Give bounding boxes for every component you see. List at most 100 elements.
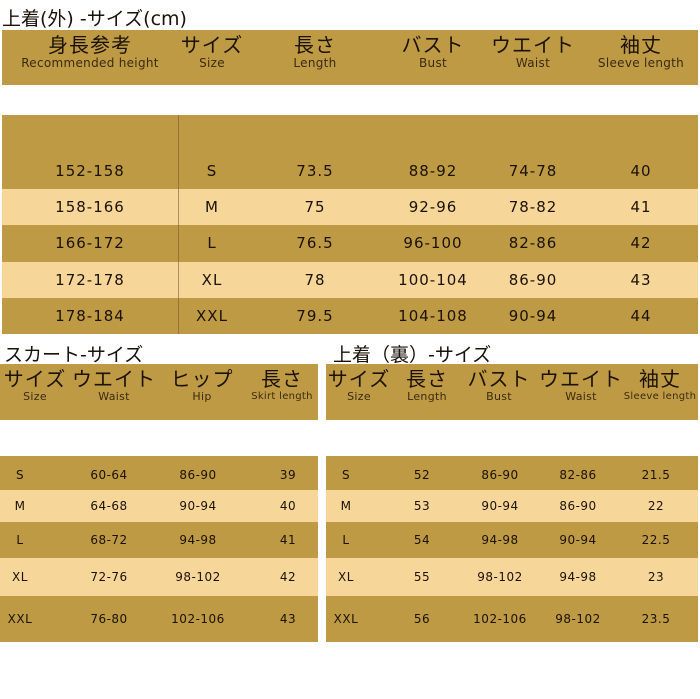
- column-divider: [178, 115, 179, 334]
- cell-size: XL: [201, 271, 223, 289]
- header-en: Size: [23, 390, 47, 403]
- skirt-size-table: サイズ Size ウエイト Waist ヒップ Hip 長さ Skirt len…: [0, 364, 318, 642]
- header-jp: ウエイト: [539, 367, 623, 391]
- top-size-table: 身長参考 Recommended height サイズ Size 長さ Leng…: [2, 30, 698, 334]
- table-row: XXL 76-80 102-106 43: [0, 596, 318, 642]
- table-row: 158-166 M 75 92-96 78-82 41: [2, 189, 698, 225]
- header-bust: バスト Bust: [384, 30, 482, 70]
- header-size: サイズ Size: [178, 30, 246, 70]
- header-jp: 袖丈: [639, 367, 681, 391]
- cell-height: 166-172: [55, 234, 125, 252]
- table-row: S 52 86-90 82-86 21.5: [326, 460, 698, 490]
- header-waist: ウエイト Waist: [536, 364, 626, 404]
- cell-waist: 86-90: [559, 499, 597, 513]
- inner-size-table: サイズ Size 長さ Length バスト Bust ウエイト Waist 袖…: [326, 364, 698, 644]
- cell-sleeve: 42: [630, 234, 652, 252]
- header-jp: 長さ: [294, 33, 336, 57]
- cell-length: 40: [279, 499, 297, 513]
- header-gap: [326, 420, 698, 456]
- cell-bust: 86-90: [481, 468, 519, 482]
- header-waist: ウエイト Waist: [70, 364, 158, 404]
- table-row: 172-178 XL 78 100-104 86-90 43: [2, 262, 698, 298]
- cell-length: 56: [413, 612, 431, 626]
- header-jp: 袖丈: [620, 33, 662, 57]
- cell-size: L: [16, 533, 24, 547]
- header-waist: ウエイト Waist: [482, 30, 584, 70]
- top-table-title: 上着(外) -サイズ(cm): [2, 8, 187, 30]
- cell-size: S: [341, 468, 351, 482]
- header-jp: ウエイト: [491, 33, 575, 57]
- cell-waist: 98-102: [555, 612, 601, 626]
- table-row: XXL 56 102-106 98-102 23.5: [326, 596, 698, 642]
- header-en: Size: [347, 390, 371, 403]
- table-row: 166-172 L 76.5 96-100 82-86 42: [2, 225, 698, 262]
- cell-waist: 90-94: [559, 533, 597, 547]
- header-recommended-height: 身長参考 Recommended height: [2, 30, 178, 70]
- cell-length: 41: [279, 533, 297, 547]
- cell-height: 158-166: [55, 198, 125, 216]
- header-en: Skirt length: [251, 391, 313, 402]
- cell-length: 79.5: [296, 307, 334, 325]
- cell-waist: 64-68: [90, 499, 128, 513]
- cell-waist: 68-72: [90, 533, 128, 547]
- header-skirt-length: 長さ Skirt length: [246, 364, 318, 404]
- header-jp: バスト: [401, 33, 465, 57]
- cell-bust: 96-100: [403, 234, 463, 252]
- cell-sleeve: 23.5: [641, 612, 671, 626]
- cell-bust: 92-96: [408, 198, 458, 216]
- header-en: Waist: [565, 390, 597, 403]
- cell-waist: 76-80: [90, 612, 128, 626]
- cell-size: XL: [338, 570, 354, 584]
- top-table-header: 身長参考 Recommended height サイズ Size 長さ Leng…: [2, 30, 698, 85]
- header-jp: サイズ: [327, 367, 391, 391]
- cell-height: 178-184: [55, 307, 125, 325]
- header-jp: 身長参考: [48, 33, 132, 57]
- cell-size: S: [15, 468, 25, 482]
- cell-hip: 94-98: [179, 533, 217, 547]
- table-row: XL 72-76 98-102 42: [0, 558, 318, 596]
- cell-size: XXL: [196, 307, 228, 325]
- cell-length: 54: [413, 533, 431, 547]
- cell-bust: 94-98: [481, 533, 519, 547]
- header-gap: [2, 85, 698, 115]
- cell-size: M: [340, 499, 352, 513]
- table-row: 152-158 S 73.5 88-92 74-78 40: [2, 153, 698, 189]
- cell-sleeve: 40: [630, 162, 652, 180]
- cell-waist: 72-76: [90, 570, 128, 584]
- cell-size: XXL: [7, 612, 33, 626]
- table-row: 178-184 XXL 79.5 104-108 90-94 44: [2, 298, 698, 334]
- cell-sleeve: 41: [630, 198, 652, 216]
- header-length: 長さ Length: [246, 30, 384, 70]
- header-en: Bust: [419, 56, 447, 70]
- cell-waist: 90-94: [508, 307, 558, 325]
- header-en: Waist: [515, 56, 551, 70]
- header-jp: バスト: [467, 367, 531, 391]
- header-size: サイズ Size: [0, 364, 70, 404]
- inner-table-title: 上着（裏）-サイズ: [333, 344, 492, 366]
- header-en: Length: [293, 56, 337, 70]
- header-bust: バスト Bust: [462, 364, 536, 404]
- header-jp: ヒップ: [170, 367, 234, 391]
- cell-height: 152-158: [55, 162, 125, 180]
- cell-length: 43: [279, 612, 297, 626]
- header-en: Size: [199, 56, 225, 70]
- cell-length: 42: [279, 570, 297, 584]
- header-en: Sleeve length: [597, 56, 685, 70]
- cell-size: M: [14, 499, 26, 513]
- cell-size: XXL: [333, 612, 359, 626]
- header-en: Sleeve length: [623, 391, 697, 402]
- header-en: Recommended height: [21, 56, 159, 70]
- cell-size: M: [205, 198, 219, 216]
- header-sleeve-length: 袖丈 Sleeve length: [622, 364, 698, 404]
- cell-waist: 60-64: [90, 468, 128, 482]
- header-en: Hip: [192, 390, 212, 403]
- header-en: Bust: [486, 390, 512, 403]
- cell-hip: 98-102: [175, 570, 221, 584]
- cell-size: L: [342, 533, 350, 547]
- cell-length: 73.5: [296, 162, 334, 180]
- cell-waist: 82-86: [508, 234, 558, 252]
- cell-bust: 98-102: [477, 570, 523, 584]
- cell-bust: 100-104: [398, 271, 468, 289]
- header-gap: [0, 420, 318, 456]
- header-en: Waist: [98, 390, 130, 403]
